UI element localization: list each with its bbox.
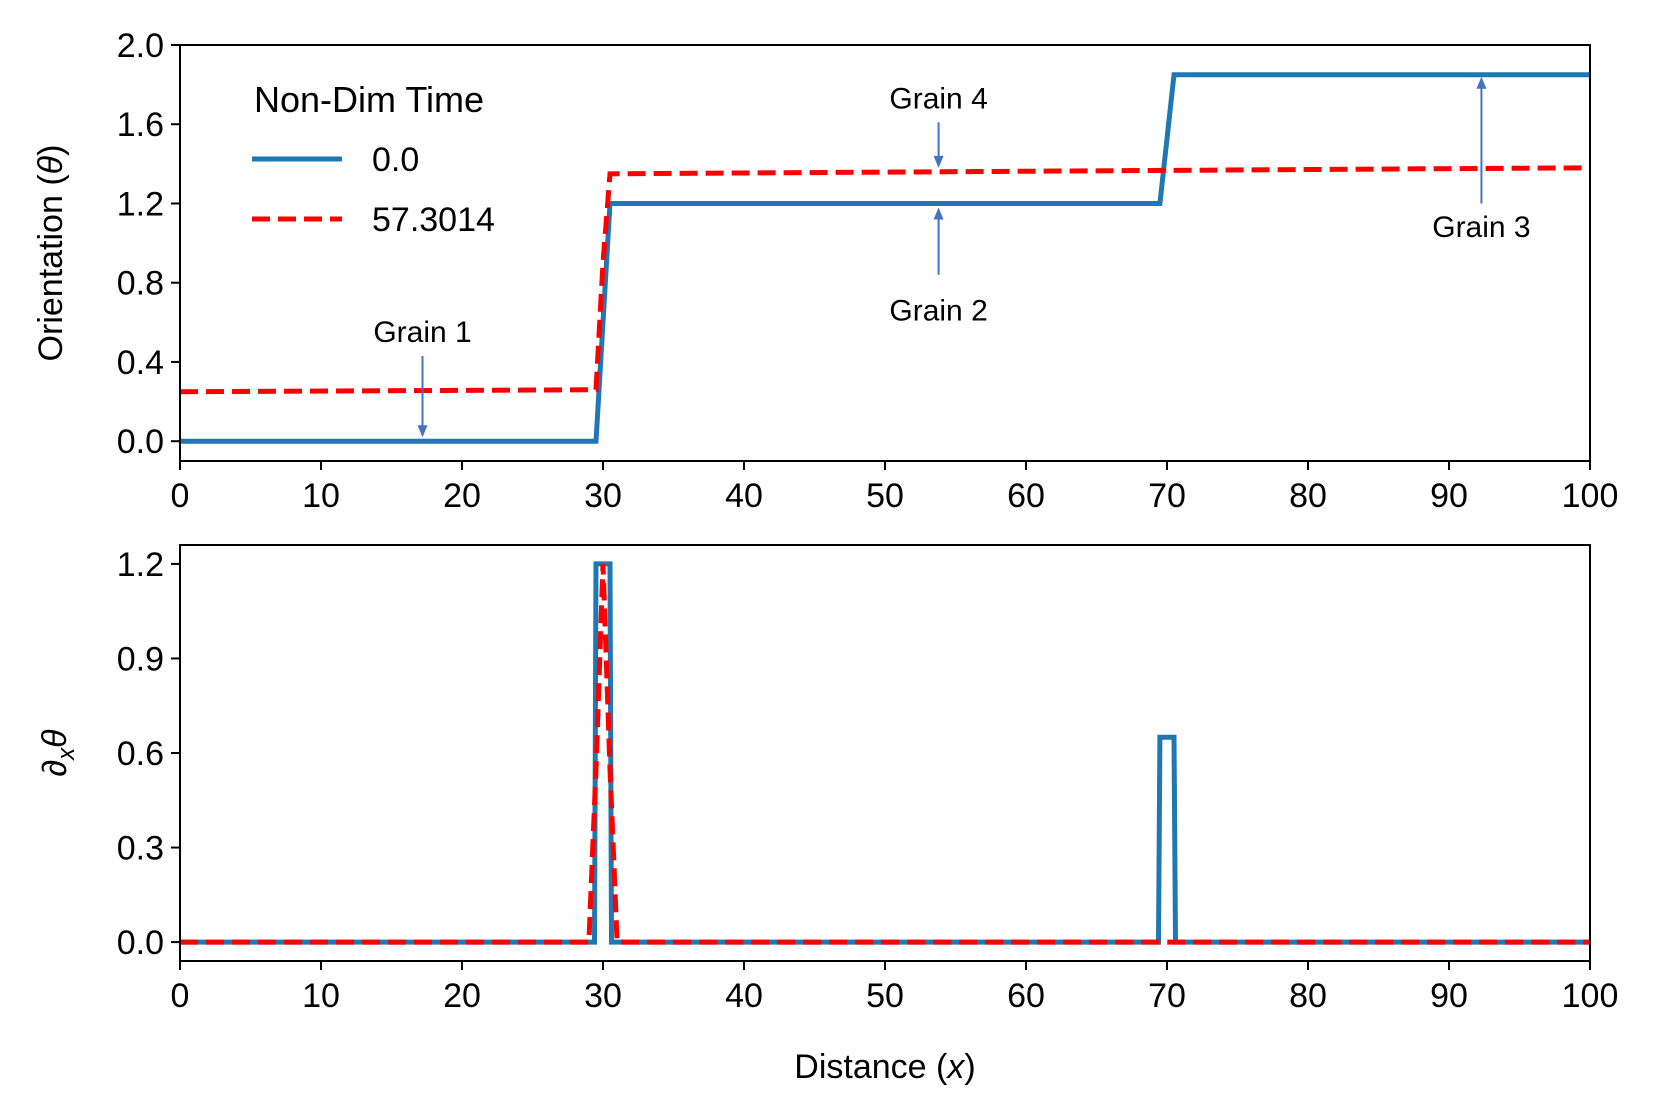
bottom-series-0-line bbox=[180, 561, 1590, 945]
bottom-x-tick-label: 90 bbox=[1430, 977, 1468, 1015]
top-series-0-line bbox=[180, 72, 1590, 444]
annotation-arrowhead-0 bbox=[417, 425, 428, 438]
top-y-tick-label: 2.0 bbox=[117, 27, 164, 65]
top-series-1-line bbox=[179, 165, 1591, 395]
bottom-x-tick-label: 20 bbox=[443, 977, 481, 1015]
top-x-tick-label: 40 bbox=[725, 477, 763, 515]
legend-label-0: 0.0 bbox=[372, 141, 419, 179]
bottom-x-tick-label: 70 bbox=[1148, 977, 1186, 1015]
bottom-x-tick-label: 80 bbox=[1289, 977, 1327, 1015]
top-x-tick-label: 50 bbox=[866, 477, 904, 515]
bottom-x-tick-label: 50 bbox=[866, 977, 904, 1015]
top-y-ticks: 0.0 0.4 0.8 1.2 1.6 2.0 bbox=[117, 27, 180, 461]
bottom-x-ticks: 0 10 20 30 40 50 60 70 80 90 100 bbox=[171, 961, 1619, 1015]
bottom-x-tick-label: 10 bbox=[302, 977, 340, 1015]
top-y-axis-label: Orientation (θ) bbox=[32, 145, 70, 362]
bottom-y-tick-label: 0.9 bbox=[117, 640, 164, 678]
bottom-y-tick-label: 0.0 bbox=[117, 924, 164, 962]
bottom-y-axis-label: ∂xθ bbox=[36, 729, 80, 777]
annotation-arrowhead-1 bbox=[933, 155, 944, 168]
top-x-tick-label: 70 bbox=[1148, 477, 1186, 515]
top-x-ticks: 0 10 20 30 40 50 60 70 80 90 100 bbox=[171, 461, 1619, 515]
annotation-arrowhead-3 bbox=[1476, 76, 1487, 89]
bottom-x-tick-label: 100 bbox=[1562, 977, 1619, 1015]
bottom-axes-frame bbox=[179, 544, 1591, 962]
bottom-series-layer bbox=[180, 561, 1590, 945]
annotation-arrowhead-2 bbox=[933, 207, 944, 220]
top-y-tick-label: 1.2 bbox=[117, 185, 164, 223]
top-y-tick-label: 0.4 bbox=[117, 344, 164, 382]
orientation-plot: Grain 1 Grain 4 Grain 2 Grain 3 0 10 20 30 40 50… bbox=[32, 27, 1618, 515]
annotation-label-0: Grain 1 bbox=[373, 316, 471, 349]
annotation-label-3: Grain 3 bbox=[1432, 211, 1530, 244]
top-annotations: Grain 1 Grain 4 Grain 2 Grain 3 bbox=[373, 76, 1531, 438]
top-x-tick-label: 30 bbox=[584, 477, 622, 515]
top-series-layer bbox=[179, 72, 1591, 444]
bottom-x-tick-label: 60 bbox=[1007, 977, 1045, 1015]
top-x-tick-label: 90 bbox=[1430, 477, 1468, 515]
bottom-y-tick-label: 1.2 bbox=[117, 546, 164, 584]
x-axis-label: Distance (x) bbox=[794, 1048, 975, 1086]
bottom-y-tick-label: 0.3 bbox=[117, 830, 164, 868]
top-x-tick-label: 80 bbox=[1289, 477, 1327, 515]
bottom-y-ticks: 0.0 0.3 0.6 0.9 1.2 bbox=[117, 546, 180, 962]
legend: Non-Dim Time 0.0 57.3014 bbox=[252, 79, 495, 239]
bottom-x-tick-label: 30 bbox=[584, 977, 622, 1015]
annotation-label-1: Grain 4 bbox=[889, 82, 987, 115]
top-x-tick-label: 20 bbox=[443, 477, 481, 515]
legend-label-1: 57.3014 bbox=[372, 201, 495, 239]
top-x-tick-label: 0 bbox=[171, 477, 190, 515]
top-y-tick-label: 0.8 bbox=[117, 265, 164, 303]
top-x-tick-label: 60 bbox=[1007, 477, 1045, 515]
gradient-plot: 0 10 20 30 40 50 60 70 80 90 100 0.0 0.3 0.6 0.9 1.2 ∂… bbox=[36, 544, 1619, 1086]
top-x-tick-label: 100 bbox=[1562, 477, 1619, 515]
top-x-tick-label: 10 bbox=[302, 477, 340, 515]
top-y-tick-label: 0.0 bbox=[117, 423, 164, 461]
bottom-series-1-line bbox=[180, 563, 1590, 945]
top-y-tick-label: 1.6 bbox=[117, 106, 164, 144]
bottom-x-tick-label: 40 bbox=[725, 977, 763, 1015]
bottom-y-tick-label: 0.6 bbox=[117, 735, 164, 773]
annotation-label-2: Grain 2 bbox=[889, 294, 987, 327]
bottom-x-tick-label: 0 bbox=[171, 977, 190, 1015]
legend-title: Non-Dim Time bbox=[254, 79, 484, 120]
